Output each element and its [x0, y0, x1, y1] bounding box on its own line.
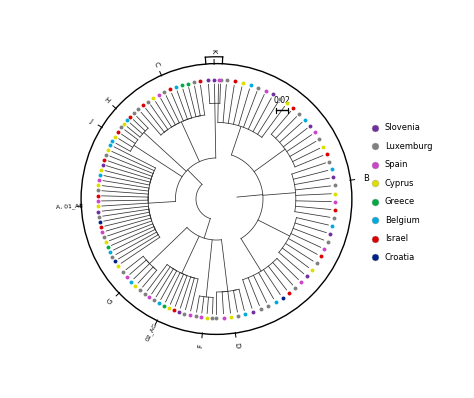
- Text: Cyprus: Cyprus: [385, 179, 414, 188]
- Text: Belgium: Belgium: [385, 216, 419, 225]
- Text: 0.02: 0.02: [273, 96, 291, 105]
- Text: J: J: [89, 118, 94, 124]
- Text: F: F: [198, 343, 204, 348]
- Text: D: D: [234, 342, 240, 348]
- Text: Greece: Greece: [385, 197, 415, 206]
- Text: Israel: Israel: [385, 234, 408, 243]
- Text: A, 01_AE: A, 01_AE: [55, 203, 83, 210]
- Text: C: C: [153, 60, 160, 67]
- Text: Slovenia: Slovenia: [385, 123, 420, 133]
- Text: 02_AG: 02_AG: [145, 322, 159, 342]
- Text: Spain: Spain: [385, 160, 408, 169]
- Text: H: H: [103, 96, 110, 104]
- Text: K: K: [211, 49, 217, 54]
- Text: Luxemburg: Luxemburg: [385, 142, 432, 151]
- Text: G: G: [106, 298, 114, 306]
- Text: B: B: [363, 174, 369, 183]
- Text: Croatia: Croatia: [385, 253, 415, 261]
